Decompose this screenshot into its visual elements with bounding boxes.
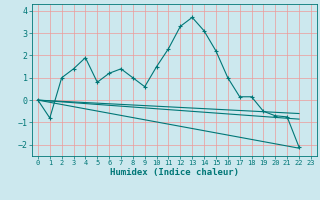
X-axis label: Humidex (Indice chaleur): Humidex (Indice chaleur) xyxy=(110,168,239,177)
